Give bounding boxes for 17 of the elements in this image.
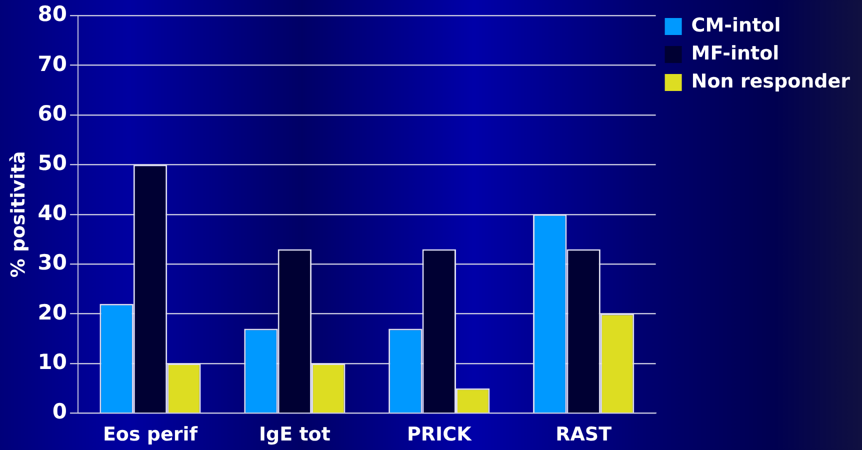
y-tick-label: 20 <box>38 300 68 324</box>
x-tick-label: RAST <box>556 424 612 446</box>
x-tick-label: PRICK <box>406 424 473 446</box>
y-tick-label: 40 <box>38 200 68 225</box>
x-tick-label: IgE tot <box>258 424 330 446</box>
legend-label: MF-intol <box>691 42 780 64</box>
y-axis-title: % positività <box>7 151 30 278</box>
y-tick-label: 70 <box>38 52 68 76</box>
y-tick-label: 0 <box>52 400 68 424</box>
y-tick-label: 80 <box>38 2 68 26</box>
x-tick-label: Eos perif <box>102 424 198 446</box>
y-tick-label: 60 <box>38 101 68 126</box>
y-tick-label: 30 <box>38 250 68 275</box>
y-tick-label: 10 <box>38 350 68 374</box>
y-tick-label: 50 <box>38 151 68 176</box>
legend-label: CM-intol <box>691 14 781 36</box>
legend-label: Non responder <box>691 70 851 92</box>
